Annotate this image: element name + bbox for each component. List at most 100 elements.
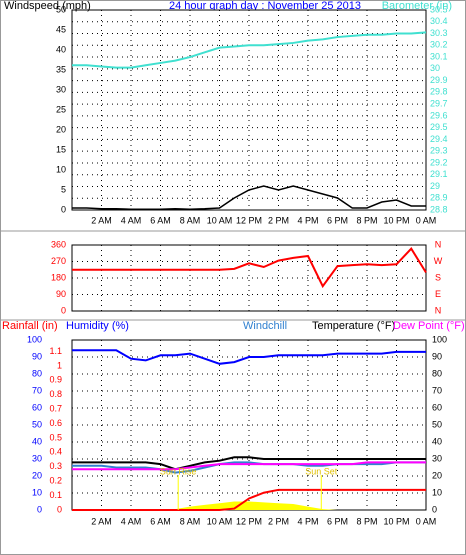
- y-tick-label: 0.3: [49, 461, 62, 471]
- y-tick-label: 29.2: [430, 157, 448, 167]
- y-tick-label: 30.5: [430, 4, 448, 14]
- y-tick-label: 0.7: [49, 404, 62, 414]
- legend-label: Temperature (°F): [312, 320, 395, 332]
- y-tick-label: 20: [32, 470, 42, 480]
- x-tick-label: 6 AM: [150, 516, 171, 526]
- y-tick-label: 28.8: [430, 204, 448, 214]
- y-tick-label: 50: [32, 419, 42, 429]
- y-tick-label: 10: [56, 164, 66, 174]
- y-tick-label: 10: [32, 487, 42, 497]
- y-tick-label: 30.1: [430, 51, 448, 61]
- x-tick-label: 4 AM: [121, 516, 142, 526]
- y-tick-label: 30: [56, 84, 66, 94]
- x-tick-label: 8 AM: [180, 516, 201, 526]
- y-tick-label: 0.5: [49, 432, 62, 442]
- x-tick-label: 4 PM: [297, 516, 318, 526]
- series-line: [72, 488, 426, 511]
- series-line: [72, 185, 426, 210]
- x-tick-label: 10 AM: [207, 215, 233, 225]
- y-tick-label: 50: [432, 419, 442, 429]
- y-tick-label: 70: [32, 385, 42, 395]
- y-tick-label: 0.6: [49, 418, 62, 428]
- y-tick-label: 0.4: [49, 447, 62, 457]
- y-tick-label: 40: [432, 436, 442, 446]
- y-tick-label: 29.7: [430, 98, 448, 108]
- x-tick-label: 6 PM: [327, 215, 348, 225]
- x-tick-label: 10 AM: [207, 516, 233, 526]
- x-tick-label: 8 PM: [356, 516, 377, 526]
- y-tick-label: 20: [56, 124, 66, 134]
- y-tick-label: 29.4: [430, 134, 448, 144]
- annotation: Sun Set: [305, 466, 338, 476]
- y-tick-label: 35: [56, 64, 66, 74]
- y-tick-label: 28.9: [430, 193, 448, 203]
- x-tick-label: 2 PM: [268, 516, 289, 526]
- y-tick-label: 30: [432, 453, 442, 463]
- x-tick-label: 10 PM: [383, 516, 409, 526]
- legend-label: Humidity (%): [66, 320, 129, 332]
- y-tick-label: S: [435, 272, 441, 282]
- series-line: [72, 461, 426, 474]
- x-tick-label: 6 PM: [327, 516, 348, 526]
- y-tick-label: 40: [32, 436, 42, 446]
- y-tick-label: 29.6: [430, 110, 448, 120]
- y-tick-label: 30.3: [430, 28, 448, 38]
- legend-label: Rainfall (in): [2, 320, 58, 332]
- y-tick-label: 270: [51, 256, 66, 266]
- x-tick-label: 8 AM: [180, 215, 201, 225]
- y-tick-label: 15: [56, 144, 66, 154]
- y-tick-label: 80: [432, 368, 442, 378]
- y-tick-label: W: [434, 256, 443, 266]
- series-line: [72, 456, 426, 471]
- legend-label: Windspeed (mph): [4, 0, 91, 12]
- y-tick-label: 0: [37, 504, 42, 514]
- annotation: Sun Rise: [160, 466, 197, 476]
- y-tick-label: 180: [51, 272, 66, 282]
- y-tick-label: 90: [56, 289, 66, 299]
- y-tick-label: 60: [432, 402, 442, 412]
- x-tick-label: 2 AM: [91, 516, 112, 526]
- legend-label: Windchill: [243, 320, 287, 332]
- y-tick-label: 80: [32, 368, 42, 378]
- x-tick-label: 4 PM: [297, 215, 318, 225]
- solar-area: [72, 501, 426, 510]
- y-tick-label: 45: [56, 24, 66, 34]
- y-tick-label: 0: [57, 504, 62, 514]
- y-tick-label: 5: [61, 184, 66, 194]
- x-tick-label: 0 AM: [416, 215, 437, 225]
- y-tick-label: 50: [56, 4, 66, 14]
- y-tick-label: 0: [61, 305, 66, 315]
- y-tick-label: 90: [432, 351, 442, 361]
- y-tick-label: 70: [432, 385, 442, 395]
- y-tick-label: 90: [32, 351, 42, 361]
- legend-label: Barometer (in): [382, 0, 452, 12]
- y-tick-label: 0: [432, 504, 437, 514]
- x-tick-label: 12 PM: [236, 516, 262, 526]
- x-tick-label: 12 PM: [236, 215, 262, 225]
- y-tick-label: 29.1: [430, 169, 448, 179]
- y-tick-label: N: [435, 239, 442, 249]
- y-tick-label: 30: [32, 453, 42, 463]
- y-tick-label: 100: [432, 334, 447, 344]
- y-tick-label: 0.8: [49, 389, 62, 399]
- y-tick-label: E: [435, 289, 441, 299]
- y-tick-label: 30: [430, 63, 440, 73]
- y-tick-label: 0: [61, 204, 66, 214]
- y-tick-label: 0.2: [49, 476, 62, 486]
- y-tick-label: 30.2: [430, 40, 448, 50]
- title: 24 hour graph day : November 25 2013: [169, 0, 361, 12]
- y-tick-label: 29.5: [430, 122, 448, 132]
- y-tick-label: 20: [432, 470, 442, 480]
- x-tick-label: 2 PM: [268, 215, 289, 225]
- y-tick-label: 29.9: [430, 75, 448, 85]
- y-tick-label: 10: [432, 487, 442, 497]
- y-tick-label: 0.1: [49, 490, 62, 500]
- y-tick-label: 29.3: [430, 146, 448, 156]
- y-tick-label: 40: [56, 44, 66, 54]
- y-tick-label: 29: [430, 181, 440, 191]
- x-tick-label: 10 PM: [383, 215, 409, 225]
- y-tick-label: N: [435, 305, 442, 315]
- x-tick-label: 0 AM: [416, 516, 437, 526]
- y-tick-label: 1: [57, 360, 62, 370]
